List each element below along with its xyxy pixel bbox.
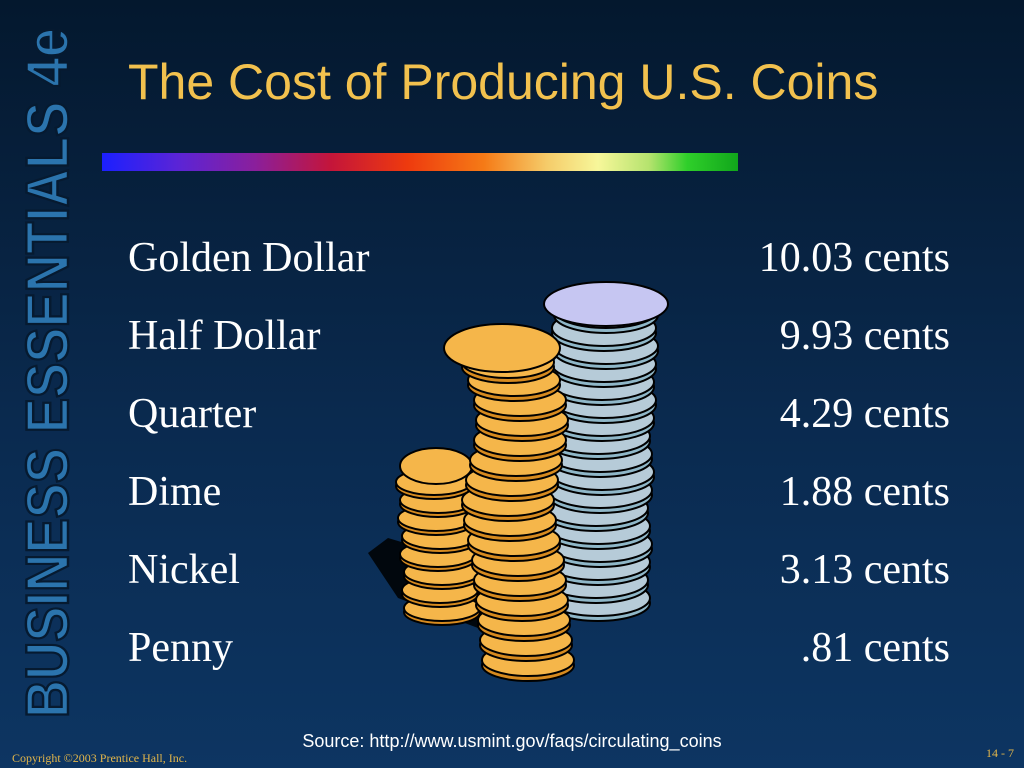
coin-cost: 10.03 cents — [758, 235, 950, 281]
coin-name: Golden Dollar — [128, 235, 370, 281]
rainbow-divider — [102, 153, 738, 171]
coin-row-dime: Dime 1.88 cents — [128, 464, 950, 542]
slide-title: The Cost of Producing U.S. Coins — [128, 54, 879, 110]
source-citation: Source: http://www.usmint.gov/faqs/circu… — [302, 731, 722, 751]
coin-row-quarter: Quarter 4.29 cents — [128, 386, 950, 464]
silver-coin-stack — [543, 281, 669, 622]
coin-row-golden-dollar: Golden Dollar 10.03 cents — [128, 230, 950, 308]
coin-row-half-dollar: Half Dollar 9.93 cents — [128, 308, 950, 386]
coin-name: Half Dollar — [128, 313, 321, 359]
coin-cost: 4.29 cents — [779, 391, 950, 437]
coin-cost-list: Golden Dollar 10.03 cents Half Dollar 9.… — [128, 230, 950, 698]
tall-gold-coin-stack — [443, 323, 575, 682]
copyright-notice: Copyright ©2003 Prentice Hall, Inc. — [12, 751, 188, 765]
coin-cost: 9.93 cents — [779, 313, 950, 359]
coin-stacks-illustration — [358, 268, 678, 698]
coin-row-penny: Penny .81 cents — [128, 620, 950, 698]
coin-name: Quarter — [128, 391, 257, 437]
slide-number: 14 - 7 — [986, 746, 1014, 760]
coin-name: Nickel — [128, 547, 240, 593]
coin-cost: 1.88 cents — [779, 469, 950, 515]
coin-cost: 3.13 cents — [779, 547, 950, 593]
brand-vertical-text: BUSINESS ESSENTIALS 4e — [20, 18, 82, 724]
coin-name: Dime — [128, 469, 222, 515]
coin-name: Penny — [128, 625, 233, 671]
coin-cost: .81 cents — [800, 625, 950, 671]
coin-row-nickel: Nickel 3.13 cents — [128, 542, 950, 620]
brand-text: BUSINESS ESSENTIALS 4e — [20, 28, 81, 718]
